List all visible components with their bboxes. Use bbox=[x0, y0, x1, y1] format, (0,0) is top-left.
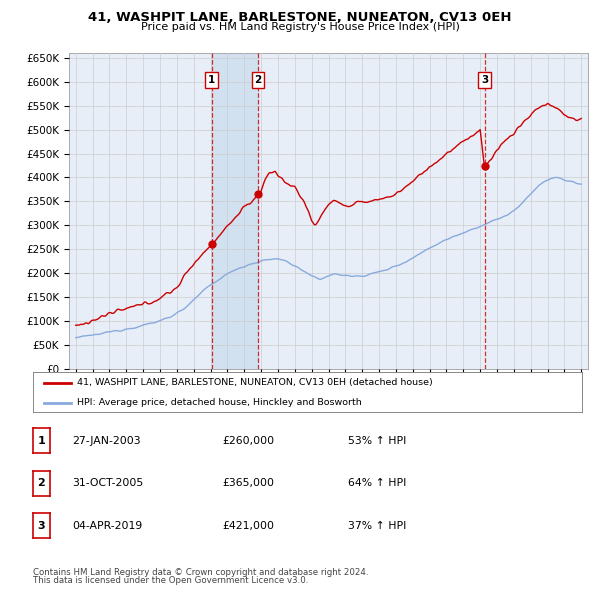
Text: 53% ↑ HPI: 53% ↑ HPI bbox=[348, 436, 406, 445]
Text: 1: 1 bbox=[38, 436, 45, 445]
Text: £365,000: £365,000 bbox=[222, 478, 274, 488]
Text: 64% ↑ HPI: 64% ↑ HPI bbox=[348, 478, 406, 488]
Bar bbox=[212, 53, 258, 369]
Text: 3: 3 bbox=[481, 75, 488, 85]
Text: 37% ↑ HPI: 37% ↑ HPI bbox=[348, 521, 406, 530]
Text: 2: 2 bbox=[254, 75, 262, 85]
Text: 3: 3 bbox=[38, 521, 45, 530]
Text: Contains HM Land Registry data © Crown copyright and database right 2024.: Contains HM Land Registry data © Crown c… bbox=[33, 568, 368, 577]
Text: £421,000: £421,000 bbox=[222, 521, 274, 530]
Text: 04-APR-2019: 04-APR-2019 bbox=[72, 521, 142, 530]
Text: 41, WASHPIT LANE, BARLESTONE, NUNEATON, CV13 0EH (detached house): 41, WASHPIT LANE, BARLESTONE, NUNEATON, … bbox=[77, 378, 433, 388]
Text: 41, WASHPIT LANE, BARLESTONE, NUNEATON, CV13 0EH: 41, WASHPIT LANE, BARLESTONE, NUNEATON, … bbox=[88, 11, 512, 24]
Text: Price paid vs. HM Land Registry's House Price Index (HPI): Price paid vs. HM Land Registry's House … bbox=[140, 22, 460, 32]
Text: This data is licensed under the Open Government Licence v3.0.: This data is licensed under the Open Gov… bbox=[33, 576, 308, 585]
Text: 1: 1 bbox=[208, 75, 215, 85]
Text: 2: 2 bbox=[38, 478, 45, 488]
Text: 31-OCT-2005: 31-OCT-2005 bbox=[72, 478, 143, 488]
Text: £260,000: £260,000 bbox=[222, 436, 274, 445]
Text: HPI: Average price, detached house, Hinckley and Bosworth: HPI: Average price, detached house, Hinc… bbox=[77, 398, 362, 408]
Text: 27-JAN-2003: 27-JAN-2003 bbox=[72, 436, 140, 445]
